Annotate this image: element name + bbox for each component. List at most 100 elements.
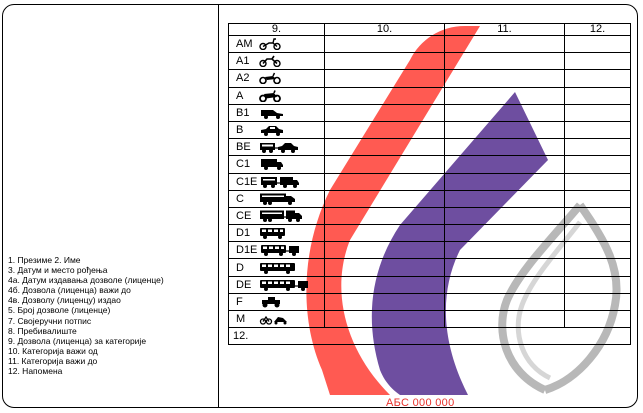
category-label: C1E xyxy=(236,175,258,188)
light-truck-trailer-icon xyxy=(260,176,300,188)
category-date-cell xyxy=(564,34,631,54)
moped-icon xyxy=(259,38,281,51)
category-cell: A2 xyxy=(228,69,325,88)
legend-line: 9. Дозвола (лиценца) за категорије xyxy=(8,335,147,346)
category-date-cell xyxy=(444,34,565,54)
category-cell: F xyxy=(228,292,325,312)
category-label: C xyxy=(236,192,244,205)
legend-line: 11. Категорија важи до xyxy=(8,355,98,366)
category-row: D1 xyxy=(228,224,631,243)
category-date-cell xyxy=(564,258,631,277)
category-date-cell xyxy=(324,275,445,294)
category-row: C1E xyxy=(228,172,631,191)
category-row: BE xyxy=(228,138,631,157)
motorcycle-icon xyxy=(259,72,281,85)
remark-row: 12. xyxy=(228,327,631,346)
category-date-cell xyxy=(444,241,565,260)
category-date-cell xyxy=(324,241,445,260)
category-label: D1 xyxy=(236,227,251,240)
category-date-cell xyxy=(444,258,565,277)
legend-line: 8. Пребивалиште xyxy=(8,325,77,336)
category-date-cell xyxy=(324,138,445,157)
category-label: AM xyxy=(236,38,253,51)
category-row: D1E xyxy=(228,241,631,260)
category-date-cell xyxy=(444,206,565,226)
header-cell: 11. xyxy=(444,23,565,36)
category-cell: B xyxy=(228,120,325,140)
category-cell: A1 xyxy=(228,52,325,71)
legend-line: 4в. Дозволу (лиценцу) издао xyxy=(8,295,121,306)
category-row: DE xyxy=(228,275,631,294)
category-label: A2 xyxy=(236,72,250,85)
category-label: DE xyxy=(236,278,252,291)
category-date-cell xyxy=(324,309,445,329)
category-date-cell xyxy=(564,52,631,71)
category-row: B xyxy=(228,120,631,140)
category-date-cell xyxy=(324,206,445,226)
category-date-cell xyxy=(444,309,565,329)
category-date-cell xyxy=(324,172,445,191)
category-date-cell xyxy=(444,292,565,312)
category-cell: C1E xyxy=(228,172,325,191)
category-cell: C1 xyxy=(228,155,325,174)
category-date-cell xyxy=(324,292,445,312)
category-cell: BE xyxy=(228,138,325,157)
category-row: D xyxy=(228,258,631,277)
category-cell: AM xyxy=(228,34,325,54)
category-date-cell xyxy=(444,224,565,243)
header-cell: 12. xyxy=(564,23,631,36)
legend-line: 4б. Дозвола (лиценца) важи до xyxy=(8,285,131,296)
category-date-cell xyxy=(324,120,445,140)
category-date-cell xyxy=(324,224,445,243)
category-date-cell xyxy=(444,138,565,157)
category-label: D xyxy=(236,261,244,274)
category-label: B xyxy=(236,124,244,137)
category-date-cell xyxy=(564,172,631,191)
light-truck-icon xyxy=(259,158,285,171)
category-label: F xyxy=(236,295,243,308)
category-date-cell xyxy=(564,189,631,208)
category-date-cell xyxy=(444,155,565,174)
car-trailer-icon xyxy=(259,141,299,154)
category-cell: D xyxy=(228,258,325,277)
legend-line: 3. Датум и место рођења xyxy=(8,265,108,276)
category-date-cell xyxy=(564,86,631,105)
bus-trailer-icon xyxy=(259,279,309,291)
category-date-cell xyxy=(324,189,445,208)
category-row: F xyxy=(228,292,631,312)
field-legend: 1. Презиме 2. Име 3. Датум и место рођењ… xyxy=(8,255,218,376)
category-date-cell xyxy=(564,224,631,243)
legend-line: 7. Својеручни потпис xyxy=(8,315,92,326)
category-date-cell xyxy=(564,241,631,260)
legend-line: 4а. Датум издавања дозволе (лиценце) xyxy=(8,275,164,286)
category-date-cell xyxy=(324,34,445,54)
category-label: A xyxy=(236,89,244,102)
category-row: A1 xyxy=(228,52,631,71)
header-cell: 10. xyxy=(324,23,445,36)
category-date-cell xyxy=(564,69,631,88)
category-date-cell xyxy=(324,155,445,174)
category-row: A2 xyxy=(228,69,631,88)
category-date-cell xyxy=(564,292,631,312)
category-row: CE xyxy=(228,206,631,226)
category-date-cell xyxy=(444,172,565,191)
legend-line: 5. Број дозволе (лиценце) xyxy=(8,305,111,316)
category-row: A xyxy=(228,86,631,105)
category-cell: D1E xyxy=(228,241,325,260)
mower-icon xyxy=(259,313,289,325)
category-date-cell xyxy=(444,86,565,105)
category-date-cell xyxy=(564,275,631,294)
category-label: D1E xyxy=(236,244,258,257)
category-table: 9. 10. 11. 12. AM A1 A2 A B1 B BE C1 C1E C CE D1 D1E… xyxy=(228,23,631,346)
car-icon xyxy=(259,124,285,137)
panel-divider xyxy=(218,4,219,408)
category-row: C xyxy=(228,189,631,208)
legend-line: 1. Презиме 2. Име xyxy=(8,255,81,265)
category-date-cell xyxy=(444,52,565,71)
category-label: A1 xyxy=(236,55,250,68)
category-date-cell xyxy=(324,103,445,122)
category-cell: D1 xyxy=(228,224,325,243)
category-date-cell xyxy=(444,103,565,122)
remark-label: 12. xyxy=(228,327,631,346)
category-date-cell xyxy=(564,309,631,329)
